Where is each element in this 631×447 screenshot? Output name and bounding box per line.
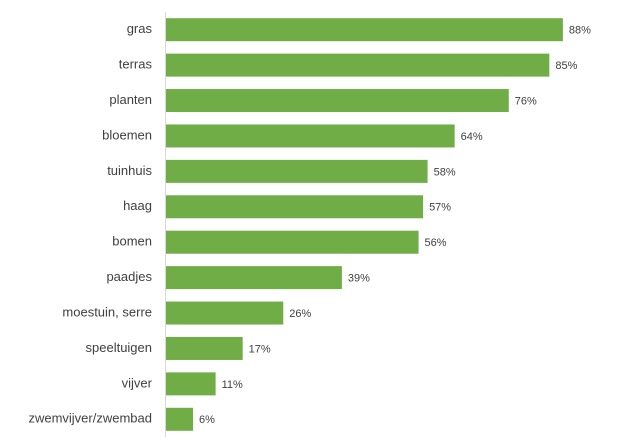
value-label: 64%	[461, 131, 483, 143]
value-label: 17%	[249, 343, 271, 355]
category-label: terras	[119, 57, 153, 72]
category-label: tuinhuis	[107, 163, 152, 178]
bar	[166, 195, 424, 219]
value-label: 56%	[425, 237, 447, 249]
category-label: bomen	[112, 234, 152, 249]
value-label: 85%	[555, 60, 577, 72]
value-label: 26%	[289, 308, 311, 320]
value-label: 88%	[569, 25, 591, 37]
bar	[166, 336, 243, 360]
category-label: paadjes	[106, 269, 152, 284]
category-label: speeltuigen	[86, 340, 153, 355]
value-label: 11%	[222, 379, 243, 391]
category-label: bloemen	[102, 127, 152, 142]
bar	[166, 89, 509, 113]
category-label: vijver	[122, 375, 153, 390]
category-label: moestuin, serre	[62, 304, 152, 319]
value-label: 57%	[429, 202, 451, 214]
bar	[166, 18, 563, 42]
bar	[166, 230, 419, 254]
bar	[166, 124, 455, 148]
category-label: gras	[127, 21, 153, 36]
value-label: 76%	[515, 95, 537, 107]
value-label: 58%	[434, 166, 456, 178]
bar	[166, 266, 342, 290]
category-label: zwemvijver/zwembad	[28, 411, 152, 426]
bar	[166, 372, 216, 396]
bar	[166, 53, 550, 77]
value-label: 6%	[199, 414, 215, 426]
bar	[166, 301, 284, 325]
category-label: haag	[123, 198, 152, 213]
bar	[166, 159, 428, 183]
bar	[166, 407, 194, 431]
value-label: 39%	[348, 273, 370, 285]
category-label: planten	[109, 92, 152, 107]
